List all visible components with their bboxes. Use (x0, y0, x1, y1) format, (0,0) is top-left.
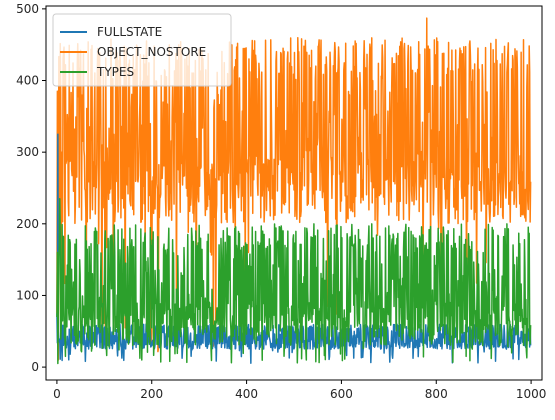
x-tick-label: 0 (53, 387, 61, 401)
legend-label-types: TYPES (96, 65, 134, 79)
y-axis-ticks: 0 100 200 300 400 500 (16, 2, 46, 374)
x-tick-label: 600 (330, 387, 353, 401)
legend-label-fullstate: FULLSTATE (97, 25, 162, 39)
series-line-types (56, 197, 532, 365)
x-tick-label: 800 (425, 387, 448, 401)
y-tick-label: 300 (16, 145, 39, 159)
y-tick-label: 0 (31, 360, 39, 374)
x-tick-label: 400 (235, 387, 258, 401)
x-axis-ticks: 0 200 400 600 800 1000 (53, 380, 546, 401)
series-line-object-nostore (56, 17, 532, 361)
legend-box (52, 13, 232, 87)
plot-frame (45, 5, 543, 381)
legend-label-object-nostore: OBJECT_NOSTORE (97, 45, 206, 59)
y-tick-label: 100 (16, 288, 39, 302)
x-tick-label: 200 (140, 387, 163, 401)
y-tick-label: 400 (16, 74, 39, 88)
series-layer (56, 17, 532, 365)
x-tick-label: 1000 (516, 387, 547, 401)
y-tick-label: 500 (16, 2, 39, 16)
y-tick-label: 200 (16, 217, 39, 231)
legend: FULLSTATE OBJECT_NOSTORE TYPES (52, 13, 232, 87)
